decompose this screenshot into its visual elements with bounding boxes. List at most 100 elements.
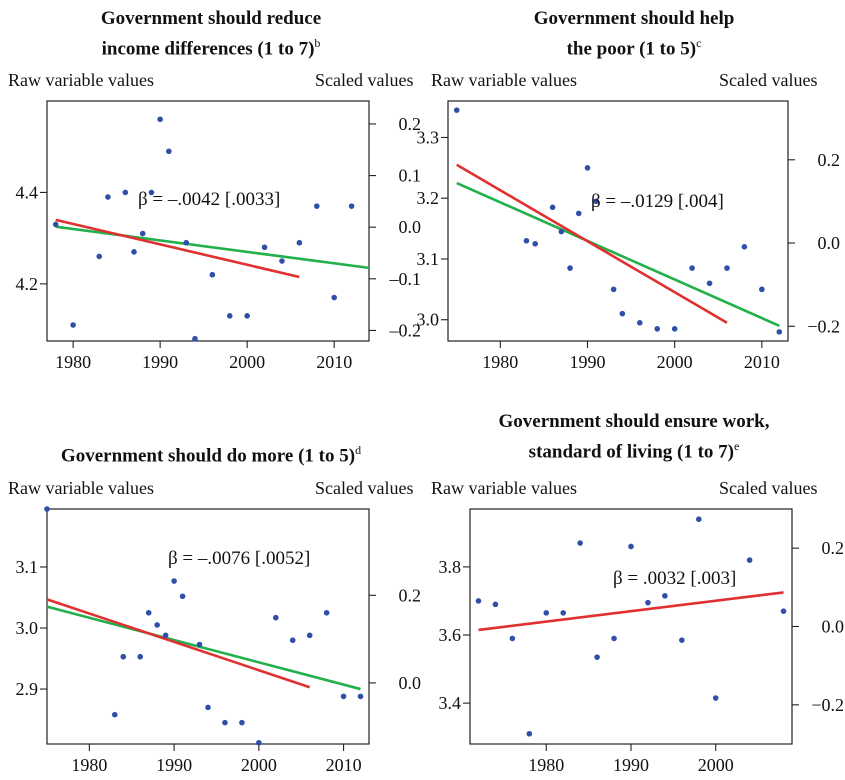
data-point	[70, 322, 76, 328]
y-tick-label: 3.6	[439, 625, 462, 645]
data-point	[689, 265, 695, 271]
chart-title-text: Government should reduce	[100, 8, 322, 29]
data-point	[780, 608, 787, 614]
fit-line-red	[456, 163, 728, 324]
data-point	[261, 244, 268, 251]
fit-line-green	[456, 181, 780, 327]
right-tick-label: –0.2	[389, 320, 422, 340]
fit-line-red	[478, 591, 784, 632]
data-point	[526, 730, 533, 737]
data-point	[183, 239, 190, 246]
data-point	[196, 641, 203, 648]
data-point	[137, 653, 144, 660]
title-footnote-mark: b	[314, 36, 321, 50]
y-tick-label: 3.1	[16, 557, 39, 577]
data-point	[453, 107, 460, 113]
data-point	[162, 632, 169, 639]
chart-title: the poor (1 to 5)c	[423, 31, 845, 61]
chart-title-text: the poor (1 to 5)	[566, 38, 697, 60]
left-axis-label: Raw variable values	[8, 70, 154, 90]
fit-line-red	[46, 598, 311, 689]
chart-panel-2: Government should help the poor (1 to 5)c…	[417, 0, 845, 390]
data-point	[340, 693, 347, 700]
left-axis-label: Raw variable values	[431, 70, 577, 90]
right-tick-label: 0.0	[818, 233, 841, 253]
data-point	[111, 711, 118, 718]
x-tick-label: 1990	[142, 352, 178, 372]
data-point	[712, 695, 719, 701]
data-point	[157, 116, 163, 123]
data-point	[209, 271, 216, 278]
data-point	[593, 198, 600, 205]
fit-line-green	[55, 225, 370, 270]
x-tick-label: 1980	[71, 755, 107, 775]
y-tick-label: 3.2	[417, 188, 440, 208]
data-point	[179, 593, 186, 600]
chart-panel-4: Government should ensure work, standard o…	[423, 390, 845, 780]
data-point	[348, 203, 355, 209]
data-point	[192, 335, 198, 342]
data-point	[105, 194, 111, 200]
data-point	[706, 280, 713, 287]
plot-frame	[46, 508, 370, 745]
data-point	[222, 719, 228, 726]
data-point	[279, 258, 285, 264]
right-axis-label: Scaled values	[719, 478, 818, 498]
data-point	[746, 557, 753, 563]
data-point	[610, 286, 617, 293]
data-point	[509, 635, 516, 642]
data-point	[628, 543, 634, 550]
x-tick-label: 2000	[229, 352, 265, 372]
data-point	[226, 313, 233, 319]
beta-annotation: β = –.0042 [.0033]	[138, 189, 280, 210]
data-point	[619, 310, 626, 317]
fit-line-green	[46, 605, 361, 691]
data-point	[543, 610, 550, 616]
data-point	[567, 265, 573, 271]
data-point	[776, 329, 783, 335]
scatter-plot: 1980 1990 2000 3.4 3.6 3.8 −0.2 0.0 0.2 β = .0032…	[439, 508, 845, 775]
data-point	[256, 739, 262, 746]
data-point	[306, 632, 313, 639]
data-point	[120, 653, 127, 660]
data-point	[636, 319, 643, 326]
data-point	[549, 204, 556, 211]
right-tick-label: −0.2	[807, 316, 840, 336]
chart-title: income differences (1 to 7)b	[0, 31, 422, 61]
data-point	[759, 286, 765, 293]
chart-title: Government should ensure work,	[423, 410, 845, 434]
data-point	[645, 599, 651, 606]
right-axis-label: Scaled values	[719, 70, 818, 90]
title-footnote-mark: d	[355, 443, 362, 457]
data-point	[671, 326, 678, 332]
right-axis-label: Scaled values	[315, 478, 414, 498]
plot-frame	[447, 100, 789, 342]
x-tick-label: 1990	[156, 755, 192, 775]
y-tick-label: 3.4	[439, 693, 462, 713]
beta-annotation: β = –.0129 [.004]	[591, 191, 724, 212]
right-tick-label: 0.2	[822, 538, 845, 558]
x-tick-label: 1990	[613, 755, 649, 775]
x-tick-label: 1980	[482, 352, 518, 372]
data-point	[558, 228, 565, 235]
data-point	[145, 609, 152, 616]
left-axis-label: Raw variable values	[8, 478, 154, 498]
chart-title: Government should reduce	[0, 7, 422, 31]
right-tick-label: 0.0	[399, 217, 422, 237]
y-tick-label: 4.2	[16, 274, 39, 294]
beta-annotation: β = –.0076 [.0052]	[168, 548, 310, 569]
title-footnote-mark: c	[696, 36, 702, 50]
data-point	[289, 637, 296, 644]
data-point	[594, 654, 600, 660]
y-tick-label: 3.0	[417, 310, 440, 330]
y-tick-label: 4.4	[16, 182, 39, 202]
data-point	[741, 244, 748, 250]
data-point	[560, 610, 567, 616]
data-point	[122, 189, 129, 196]
data-point	[724, 265, 730, 271]
title-footnote-mark: e	[734, 439, 740, 453]
scatter-plot: 1980 1990 2000 2010 2.9 3.0 3.1 0.0 0.2 β = –.007…	[16, 506, 421, 775]
data-point	[296, 239, 303, 246]
data-point	[611, 635, 617, 642]
y-tick-label: 2.9	[16, 679, 39, 699]
